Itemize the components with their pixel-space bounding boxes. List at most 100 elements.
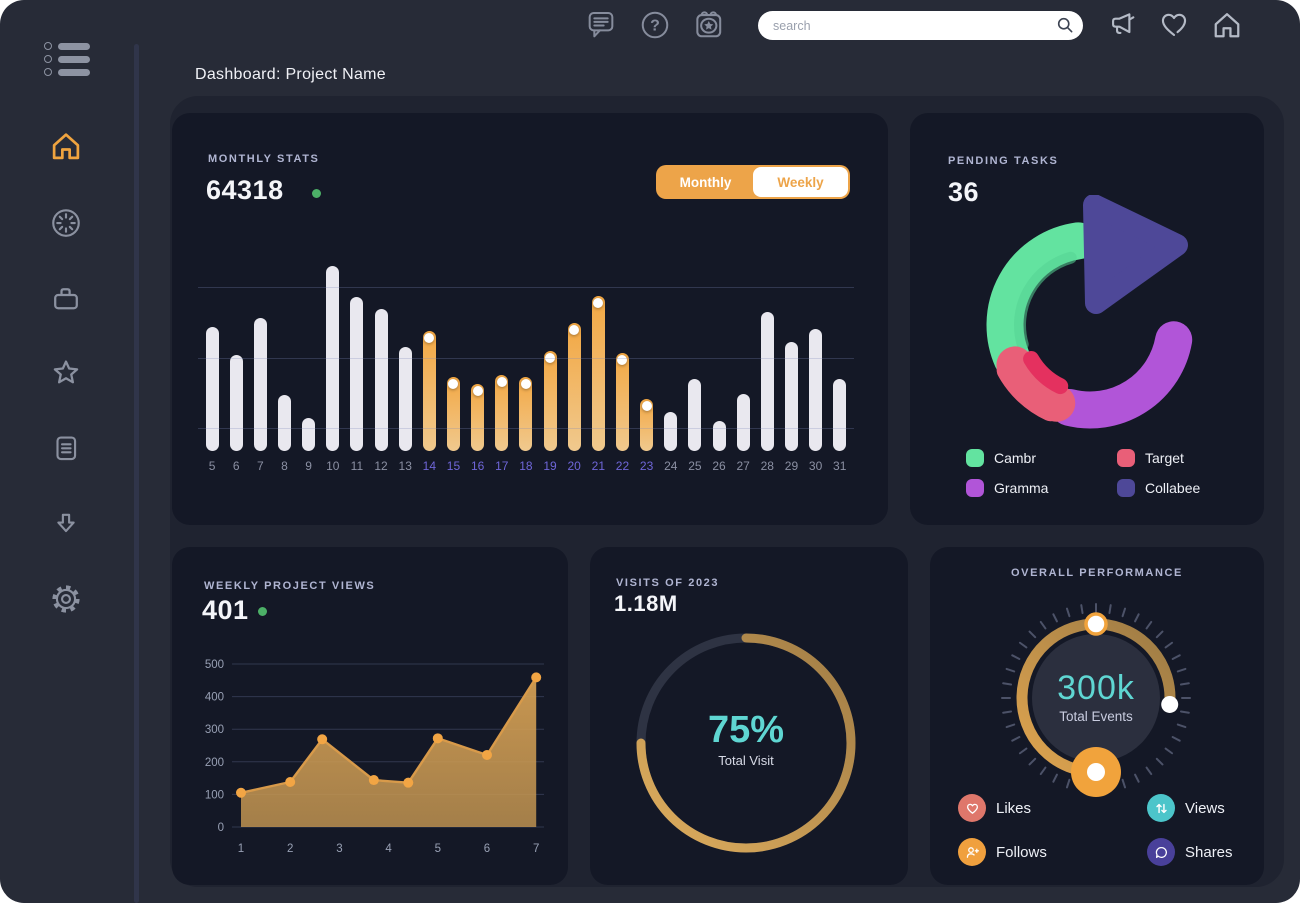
search-input[interactable] [758,11,1083,40]
trend-dot [258,607,267,616]
bar [350,297,364,451]
bar [229,355,243,451]
favorites-heart-icon[interactable] [1156,7,1192,43]
visits-percent-label: Total Visit [718,753,774,768]
bar-series [200,266,852,451]
menu-row [44,42,90,50]
bar-axis-label: 9 [305,459,312,473]
sidebar-item-home[interactable] [46,126,86,166]
bar-axis-label: 19 [543,459,557,473]
bar-column [828,266,852,451]
bar-highlighted [471,384,485,451]
bar-axis-label: 21 [591,459,605,473]
menu-toggle-icon[interactable] [44,42,96,82]
card-label: PENDING TASKS [948,155,1059,167]
bar-axis-label: 15 [446,459,461,473]
help-icon[interactable]: ? [637,7,673,43]
sidebar-item-dashboard[interactable] [46,203,86,243]
search-icon[interactable] [1056,16,1074,34]
legend-swatch [966,479,984,497]
legend-label: Follows [996,843,1047,861]
sidebar-item-documents[interactable] [46,428,86,468]
bar-column [272,266,296,451]
calendar-icon[interactable] [690,7,726,43]
bar-column [466,266,490,451]
bar-axis-label: 25 [688,459,702,473]
chart-gridline [198,287,854,289]
bar-highlighted [615,353,629,451]
sidebar-item-settings[interactable] [46,579,86,619]
bar-tip-dot [569,325,580,335]
bar-column [297,266,321,451]
arrows-up-down-icon [1147,794,1175,822]
svg-text:?: ? [650,17,660,34]
announcements-icon[interactable] [1105,7,1141,43]
home-topbar-icon[interactable] [1209,7,1245,43]
pending-tasks-donut-chart [986,195,1193,429]
card-label: VISITS OF 2023 [616,577,720,589]
legend-item-shares: Shares [1147,838,1233,866]
bar-column [490,266,514,451]
bar [277,395,291,451]
bar-axis-label: 17 [495,459,509,473]
sidebar-item-downloads[interactable] [46,504,86,544]
legend-swatch [1117,479,1135,497]
bar-axis-label: 8 [281,459,288,473]
legend-label: Views [1185,799,1225,817]
card-label: WEEKLY PROJECT VIEWS [204,580,376,592]
bar-axis-label: 18 [519,459,533,473]
visits-progress-ring [636,633,856,853]
svg-text:500: 500 [205,659,224,671]
toggle-weekly-button[interactable]: Weekly [753,167,848,197]
bar-column [635,266,659,451]
bar-column [224,266,248,451]
bar-highlighted [640,399,654,451]
bar-column [200,266,224,451]
legend-label: Target [1145,450,1184,466]
svg-text:1: 1 [238,843,244,855]
svg-text:2: 2 [287,843,293,855]
bar-axis-label: 14 [422,459,437,473]
bar-column [393,266,417,451]
bar-highlighted [543,351,557,451]
bar-column [538,266,562,451]
period-toggle: Monthly Weekly [656,165,850,199]
svg-text:4: 4 [385,843,392,855]
messages-icon[interactable] [583,7,619,43]
legend-label: Gramma [994,480,1049,496]
bar-tip-dot [424,333,435,343]
gauge-handle-right[interactable] [1161,695,1179,713]
menu-row [44,68,90,76]
bar-column [779,266,803,451]
chat-bubble-icon [1147,838,1175,866]
svg-text:300: 300 [205,724,224,736]
sidebar-item-projects[interactable] [46,278,86,318]
bar-column [731,266,755,451]
bar [784,342,798,451]
bar-column [321,266,345,451]
bar-column [659,266,683,451]
toggle-monthly-button[interactable]: Monthly [658,167,753,197]
bar-highlighted [446,377,460,451]
gauge-handle-top[interactable] [1084,612,1108,636]
visits-card: VISITS OF 2023 1.18M 75% Total Visit [590,547,908,885]
chart-gridline [198,427,854,429]
bar [760,312,774,451]
bar-axis-label: 27 [736,459,750,473]
bar-axis-label: 10 [326,459,340,473]
bar [253,318,267,451]
svg-text:7: 7 [533,843,539,855]
bar-axis-label: 11 [350,459,364,473]
bar-column [610,266,634,451]
svg-text:5: 5 [435,843,441,855]
bar [833,379,847,451]
sidebar-item-favorites[interactable] [46,353,86,393]
bar-tip-dot [448,379,459,389]
person-plus-icon [958,838,986,866]
search-bar [758,11,1083,40]
card-label: MONTHLY STATS [208,153,320,165]
sidebar-divider [134,44,139,903]
bar-highlighted [422,331,436,451]
bar-axis-labels: 5 6 7 8 9 10 11 12 13 14 15 16 17 18 19 20 21 22 23 24 25 26 2… [200,459,852,473]
